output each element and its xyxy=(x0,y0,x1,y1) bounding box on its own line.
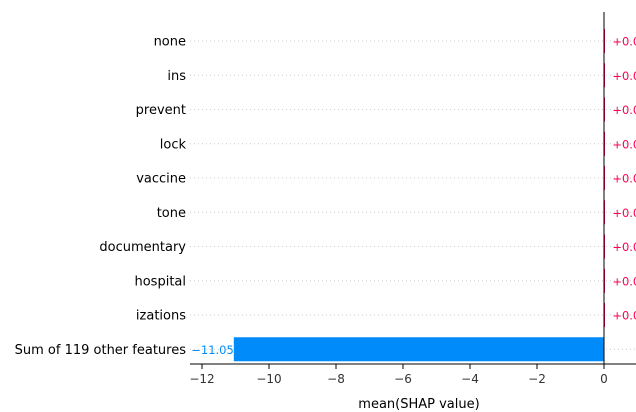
row-guides xyxy=(190,40,636,350)
category-label: vaccine xyxy=(136,172,186,187)
value-label: +0.0 xyxy=(612,35,636,49)
value-label: +0.0 xyxy=(612,274,636,288)
x-tick-label: −2 xyxy=(528,372,546,386)
category-label: hospital xyxy=(134,274,186,289)
category-label: prevent xyxy=(136,103,186,118)
x-tick-label: −10 xyxy=(256,372,281,386)
bars xyxy=(233,29,605,362)
category-label: ins xyxy=(167,69,186,84)
category-label: lock xyxy=(160,137,187,152)
x-tick-label: −12 xyxy=(189,372,214,386)
value-label: +0.0 xyxy=(612,69,636,83)
x-tick-label: −6 xyxy=(394,372,412,386)
value-label: +0.0 xyxy=(612,103,636,117)
category-label: documentary xyxy=(99,240,186,255)
x-tick-label: −4 xyxy=(461,372,479,386)
value-label: +0.0 xyxy=(612,172,636,186)
category-labels: none ins prevent lock vaccine tone documentary… xyxy=(15,35,187,358)
category-label: izations xyxy=(136,309,186,324)
value-label: +0.0 xyxy=(612,240,636,254)
value-label: +0.0 xyxy=(612,206,636,220)
x-axis-label: mean(SHAP value) xyxy=(358,397,479,412)
value-labels: +0.0 +0.0 +0.0 +0.0 +0.0 +0.0 +0.0 +0.0 +0.0 −11.… xyxy=(191,35,636,357)
x-tick-label: 0 xyxy=(600,372,608,386)
category-label: tone xyxy=(157,206,186,221)
bar xyxy=(233,337,604,362)
x-axis: −12 −10 −8 −6 −4 −2 0 xyxy=(189,363,636,386)
category-label: Sum of 119 other features xyxy=(15,343,187,358)
value-label: +0.0 xyxy=(612,309,636,323)
value-label: −11.05 xyxy=(191,343,234,357)
x-tick-label: −8 xyxy=(327,372,345,386)
value-label: +0.0 xyxy=(612,137,636,151)
category-label: none xyxy=(154,35,186,50)
